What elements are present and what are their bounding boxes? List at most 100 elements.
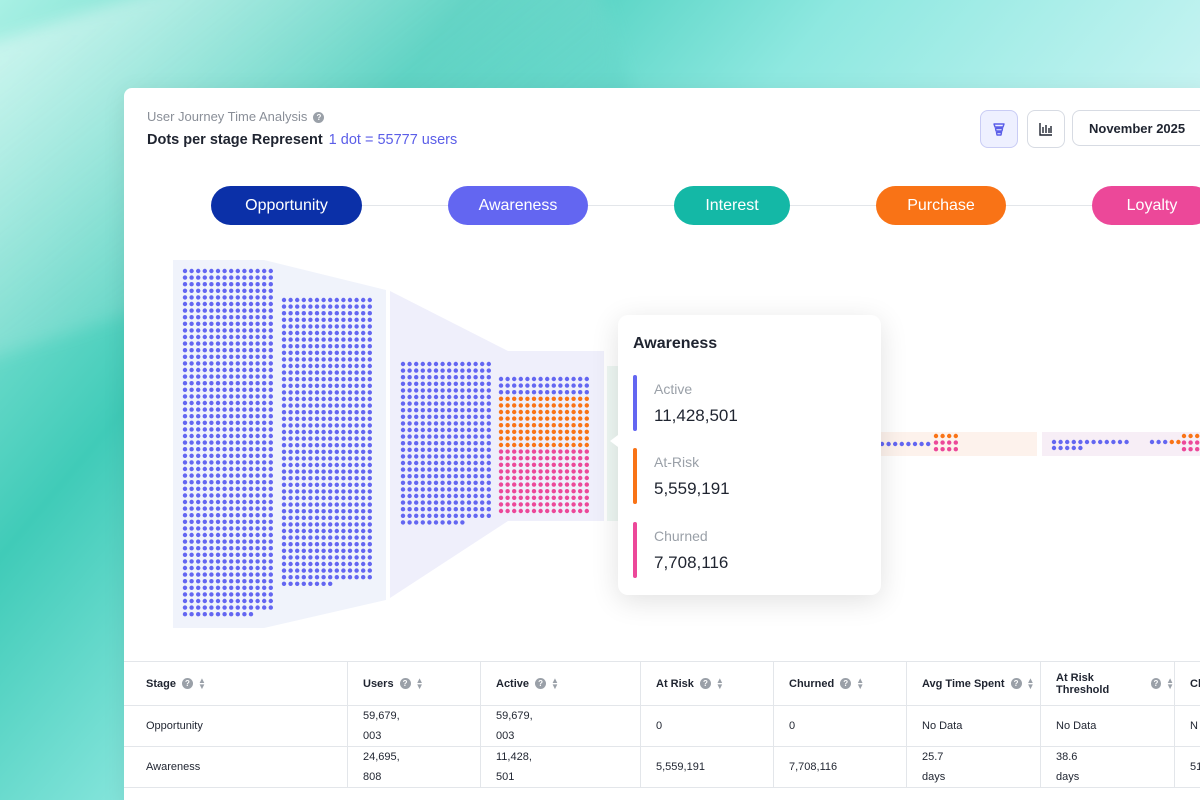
- column-header-users[interactable]: Users? ▲ ▼: [348, 662, 481, 706]
- stage-pill-loyalty[interactable]: Loyalty: [1092, 186, 1200, 225]
- funnel-dot: [209, 295, 214, 300]
- month-selector[interactable]: November 2025: [1072, 110, 1200, 146]
- funnel-dot: [367, 396, 372, 402]
- funnel-dot: [314, 462, 320, 468]
- funnel-dot: [453, 513, 458, 518]
- stage-pill-awareness[interactable]: Awareness: [448, 186, 588, 225]
- funnel-dot: [525, 475, 530, 481]
- funnel-dot: [407, 454, 412, 459]
- funnel-dot: [314, 542, 320, 547]
- funnel-dot: [295, 581, 300, 586]
- sort-icon[interactable]: ▲ ▼: [715, 675, 724, 691]
- funnel-dot: [255, 447, 260, 452]
- funnel-dot: [414, 454, 419, 459]
- funnel-dot: [347, 509, 353, 514]
- funnel-dot: [551, 390, 556, 395]
- stage-pill-opportunity[interactable]: Opportunity: [211, 186, 362, 225]
- funnel-dot: [196, 486, 201, 491]
- funnel-dot: [229, 315, 234, 320]
- stage-pill-purchase[interactable]: Purchase: [876, 186, 1006, 225]
- help-icon[interactable]: ?: [399, 678, 411, 689]
- funnel-dot: [242, 453, 247, 458]
- funnel-dot: [268, 288, 273, 293]
- funnel-dot: [222, 559, 227, 564]
- funnel-dot: [215, 526, 221, 531]
- funnel-dot: [334, 370, 339, 375]
- sort-icon[interactable]: ▲ ▼: [197, 675, 206, 691]
- help-icon[interactable]: ?: [840, 678, 852, 689]
- chart-view-button[interactable]: [1027, 110, 1065, 148]
- column-header-active[interactable]: Active? ▲ ▼: [481, 662, 641, 706]
- funnel-dot: [480, 401, 485, 406]
- funnel-dot: [288, 528, 293, 534]
- funnel-dot: [242, 301, 247, 307]
- sort-icon[interactable]: ▲ ▼: [1166, 675, 1174, 691]
- funnel-dot: [288, 495, 293, 501]
- funnel-dot: [341, 436, 346, 441]
- stage-pill-interest[interactable]: Interest: [674, 186, 790, 225]
- funnel-dot: [229, 565, 234, 571]
- funnel-dot: [229, 499, 234, 505]
- funnel-view-button[interactable]: [980, 110, 1018, 148]
- funnel-dot: [347, 476, 353, 481]
- funnel-dot: [242, 288, 247, 293]
- funnel-dot: [545, 475, 550, 481]
- funnel-dot: [354, 568, 359, 573]
- funnel-dot: [505, 462, 510, 467]
- help-icon[interactable]: ?: [535, 678, 547, 689]
- funnel-dot: [564, 403, 570, 408]
- funnel-dot: [334, 555, 339, 560]
- funnel-dot: [564, 442, 570, 448]
- sort-icon[interactable]: ▲ ▼: [1026, 675, 1035, 691]
- sort-icon[interactable]: ▲ ▼: [856, 675, 865, 691]
- funnel-dot: [551, 442, 556, 448]
- funnel-dot: [584, 462, 589, 467]
- funnel-dot: [262, 420, 267, 425]
- funnel-dot: [248, 612, 254, 617]
- funnel-dot: [538, 469, 543, 474]
- funnel-dot: [341, 383, 346, 388]
- funnel-dot: [354, 575, 359, 580]
- funnel-dot: [262, 585, 267, 590]
- funnel-dot: [420, 421, 425, 426]
- help-icon[interactable]: ?: [1150, 678, 1162, 689]
- funnel-dot: [242, 480, 247, 485]
- funnel-dot: [571, 456, 576, 461]
- funnel-dot: [551, 482, 556, 487]
- funnel-dot: [571, 449, 576, 454]
- funnel-dot: [295, 396, 300, 402]
- sort-icon[interactable]: ▲ ▼: [551, 675, 559, 691]
- help-icon[interactable]: ?: [1010, 678, 1022, 689]
- funnel-dot: [498, 390, 504, 395]
- sort-icon[interactable]: ▲ ▼: [415, 675, 424, 691]
- funnel-dot: [1071, 439, 1076, 445]
- funnel-dot: [505, 456, 510, 461]
- column-header-churned[interactable]: Churned? ▲ ▼: [774, 662, 907, 706]
- funnel-dot: [189, 572, 194, 577]
- help-icon[interactable]: ?: [313, 112, 325, 124]
- funnel-dot: [512, 502, 517, 507]
- column-header-at-risk[interactable]: At Risk? ▲ ▼: [641, 662, 774, 706]
- funnel-dot: [447, 480, 452, 485]
- funnel-dot: [518, 449, 523, 454]
- funnel-dot: [248, 480, 254, 485]
- funnel-dot: [341, 495, 346, 501]
- funnel-dot: [295, 515, 300, 520]
- column-header-churn-threshold[interactable]: Cl: [1175, 662, 1200, 706]
- help-icon[interactable]: ?: [181, 678, 193, 689]
- funnel-dot: [453, 493, 458, 499]
- funnel-dot: [202, 288, 207, 293]
- funnel-dot: [215, 546, 221, 551]
- funnel-dot: [538, 482, 543, 487]
- funnel-dot: [281, 337, 287, 342]
- funnel-dot: [262, 592, 267, 597]
- funnel-dot: [222, 526, 227, 531]
- funnel-dot: [209, 341, 214, 346]
- column-header-avg-time[interactable]: Avg Time Spent? ▲ ▼: [907, 662, 1041, 706]
- funnel-dot: [209, 473, 214, 478]
- column-header-stage[interactable]: Stage? ▲ ▼: [124, 662, 348, 706]
- funnel-dot: [505, 409, 510, 415]
- column-header-at-risk-threshold[interactable]: At Risk Threshold? ▲ ▼: [1041, 662, 1175, 706]
- funnel-dot: [328, 423, 333, 428]
- help-icon[interactable]: ?: [699, 678, 711, 689]
